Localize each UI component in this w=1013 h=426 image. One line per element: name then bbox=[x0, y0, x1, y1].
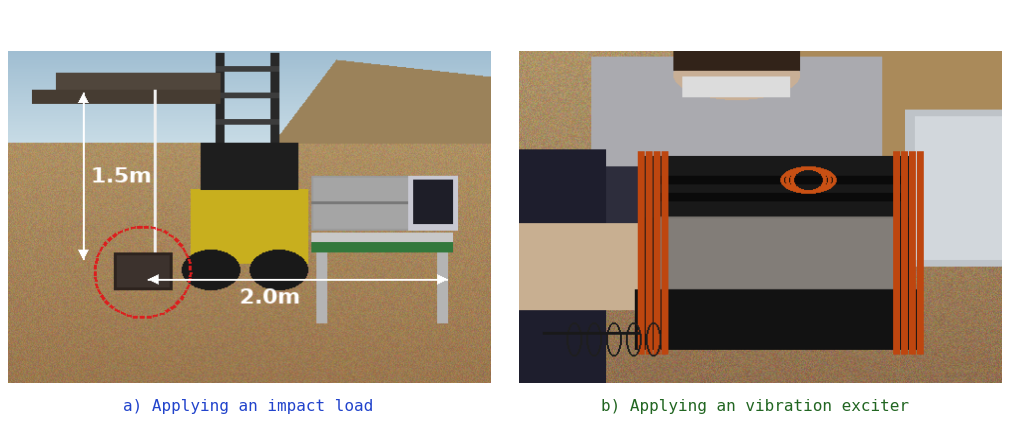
Text: a) Applying an impact load: a) Applying an impact load bbox=[123, 399, 374, 414]
Text: b) Applying an vibration exciter: b) Applying an vibration exciter bbox=[601, 399, 909, 414]
